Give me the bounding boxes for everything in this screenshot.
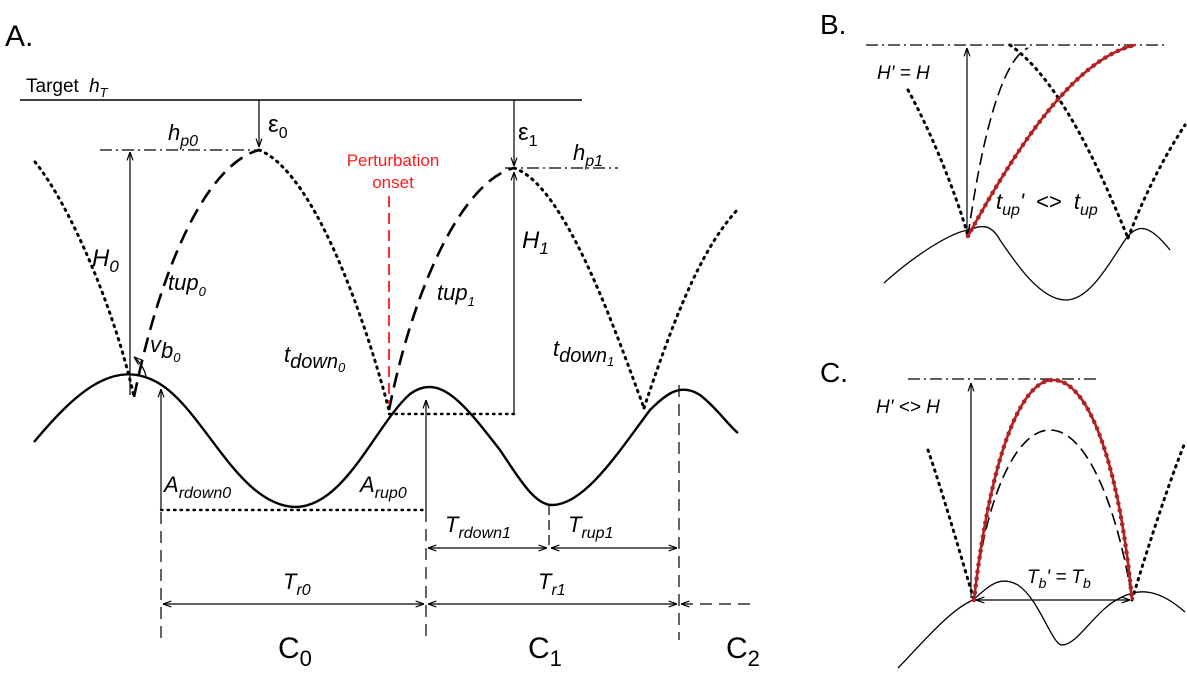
tup1-label: tup1 — [437, 280, 475, 309]
ball-rise-trajectory-1 — [387, 166, 515, 411]
ball-rise-trajectory-0 — [132, 148, 260, 398]
h0-label: H0 — [92, 245, 119, 276]
target-label: Target hT — [26, 76, 109, 100]
eps0-label: ε0 — [268, 111, 288, 142]
tr1-label: Tr1 — [538, 569, 566, 599]
c1-label: C1 — [528, 632, 562, 671]
tdown0-label: tdown0 — [284, 342, 346, 375]
b-fall-left — [906, 88, 970, 238]
b-rise-right — [1126, 123, 1187, 240]
trdown1-label: Trdown1 — [445, 512, 511, 542]
ardown0-label: Ardown0 — [162, 472, 231, 502]
eps1-label: ε1 — [518, 119, 538, 150]
panel-a-tag: A. — [5, 20, 33, 53]
b-modified-trajectory-markers — [965, 42, 1138, 239]
c-fall-left — [926, 448, 976, 602]
c-tb-relation: Tb' = Tb — [1027, 567, 1091, 591]
trup1-label: Trup1 — [568, 512, 613, 542]
c-modified-trajectory-markers — [971, 377, 1135, 603]
c2-label: C2 — [726, 632, 760, 671]
b-racket-trajectory — [883, 226, 1171, 301]
perturbation-label-2: onset — [372, 173, 414, 192]
racket-trajectory — [33, 373, 739, 509]
c-rise-right — [1130, 443, 1186, 602]
b-fall-mid — [1008, 43, 1130, 240]
arup0-label: Arup0 — [358, 472, 407, 502]
b-nominal-trajectory — [967, 47, 1029, 237]
hp1-label: hp1 — [573, 140, 603, 170]
hp0-label: hp0 — [168, 120, 198, 150]
panel-c: C. H' <> H Tb' = Tb — [820, 357, 1186, 669]
panel-b: B. H' = H tup' <> tup — [820, 9, 1187, 301]
c0-label: C0 — [278, 632, 312, 671]
tr0-label: Tr0 — [283, 569, 311, 599]
ball-fall-trajectory-1 — [512, 166, 646, 410]
ball-fall-trajectory-0 — [257, 148, 391, 412]
tdown1-label: tdown1 — [553, 336, 614, 369]
tup0-label: tup0 — [168, 270, 207, 299]
panel-c-tag: C. — [820, 357, 848, 388]
ball-rise-trajectory-right — [642, 207, 740, 410]
perturbation-label-1: Perturbation — [347, 151, 440, 170]
b-h-relation: H' = H — [877, 63, 930, 84]
c-h-relation: H' <> H — [876, 397, 940, 418]
c-racket-trajectory — [897, 580, 1186, 669]
vb0-label: vb0 — [150, 332, 181, 365]
b-tup-relation: tup' <> tup — [996, 189, 1098, 219]
h1-label: H1 — [522, 227, 549, 258]
ball-trajectory-left-down — [33, 160, 136, 399]
panel-a: A. Target hT Perturbation — [5, 20, 760, 671]
panel-b-tag: B. — [820, 9, 846, 40]
vb0-angle-arc — [134, 357, 147, 377]
